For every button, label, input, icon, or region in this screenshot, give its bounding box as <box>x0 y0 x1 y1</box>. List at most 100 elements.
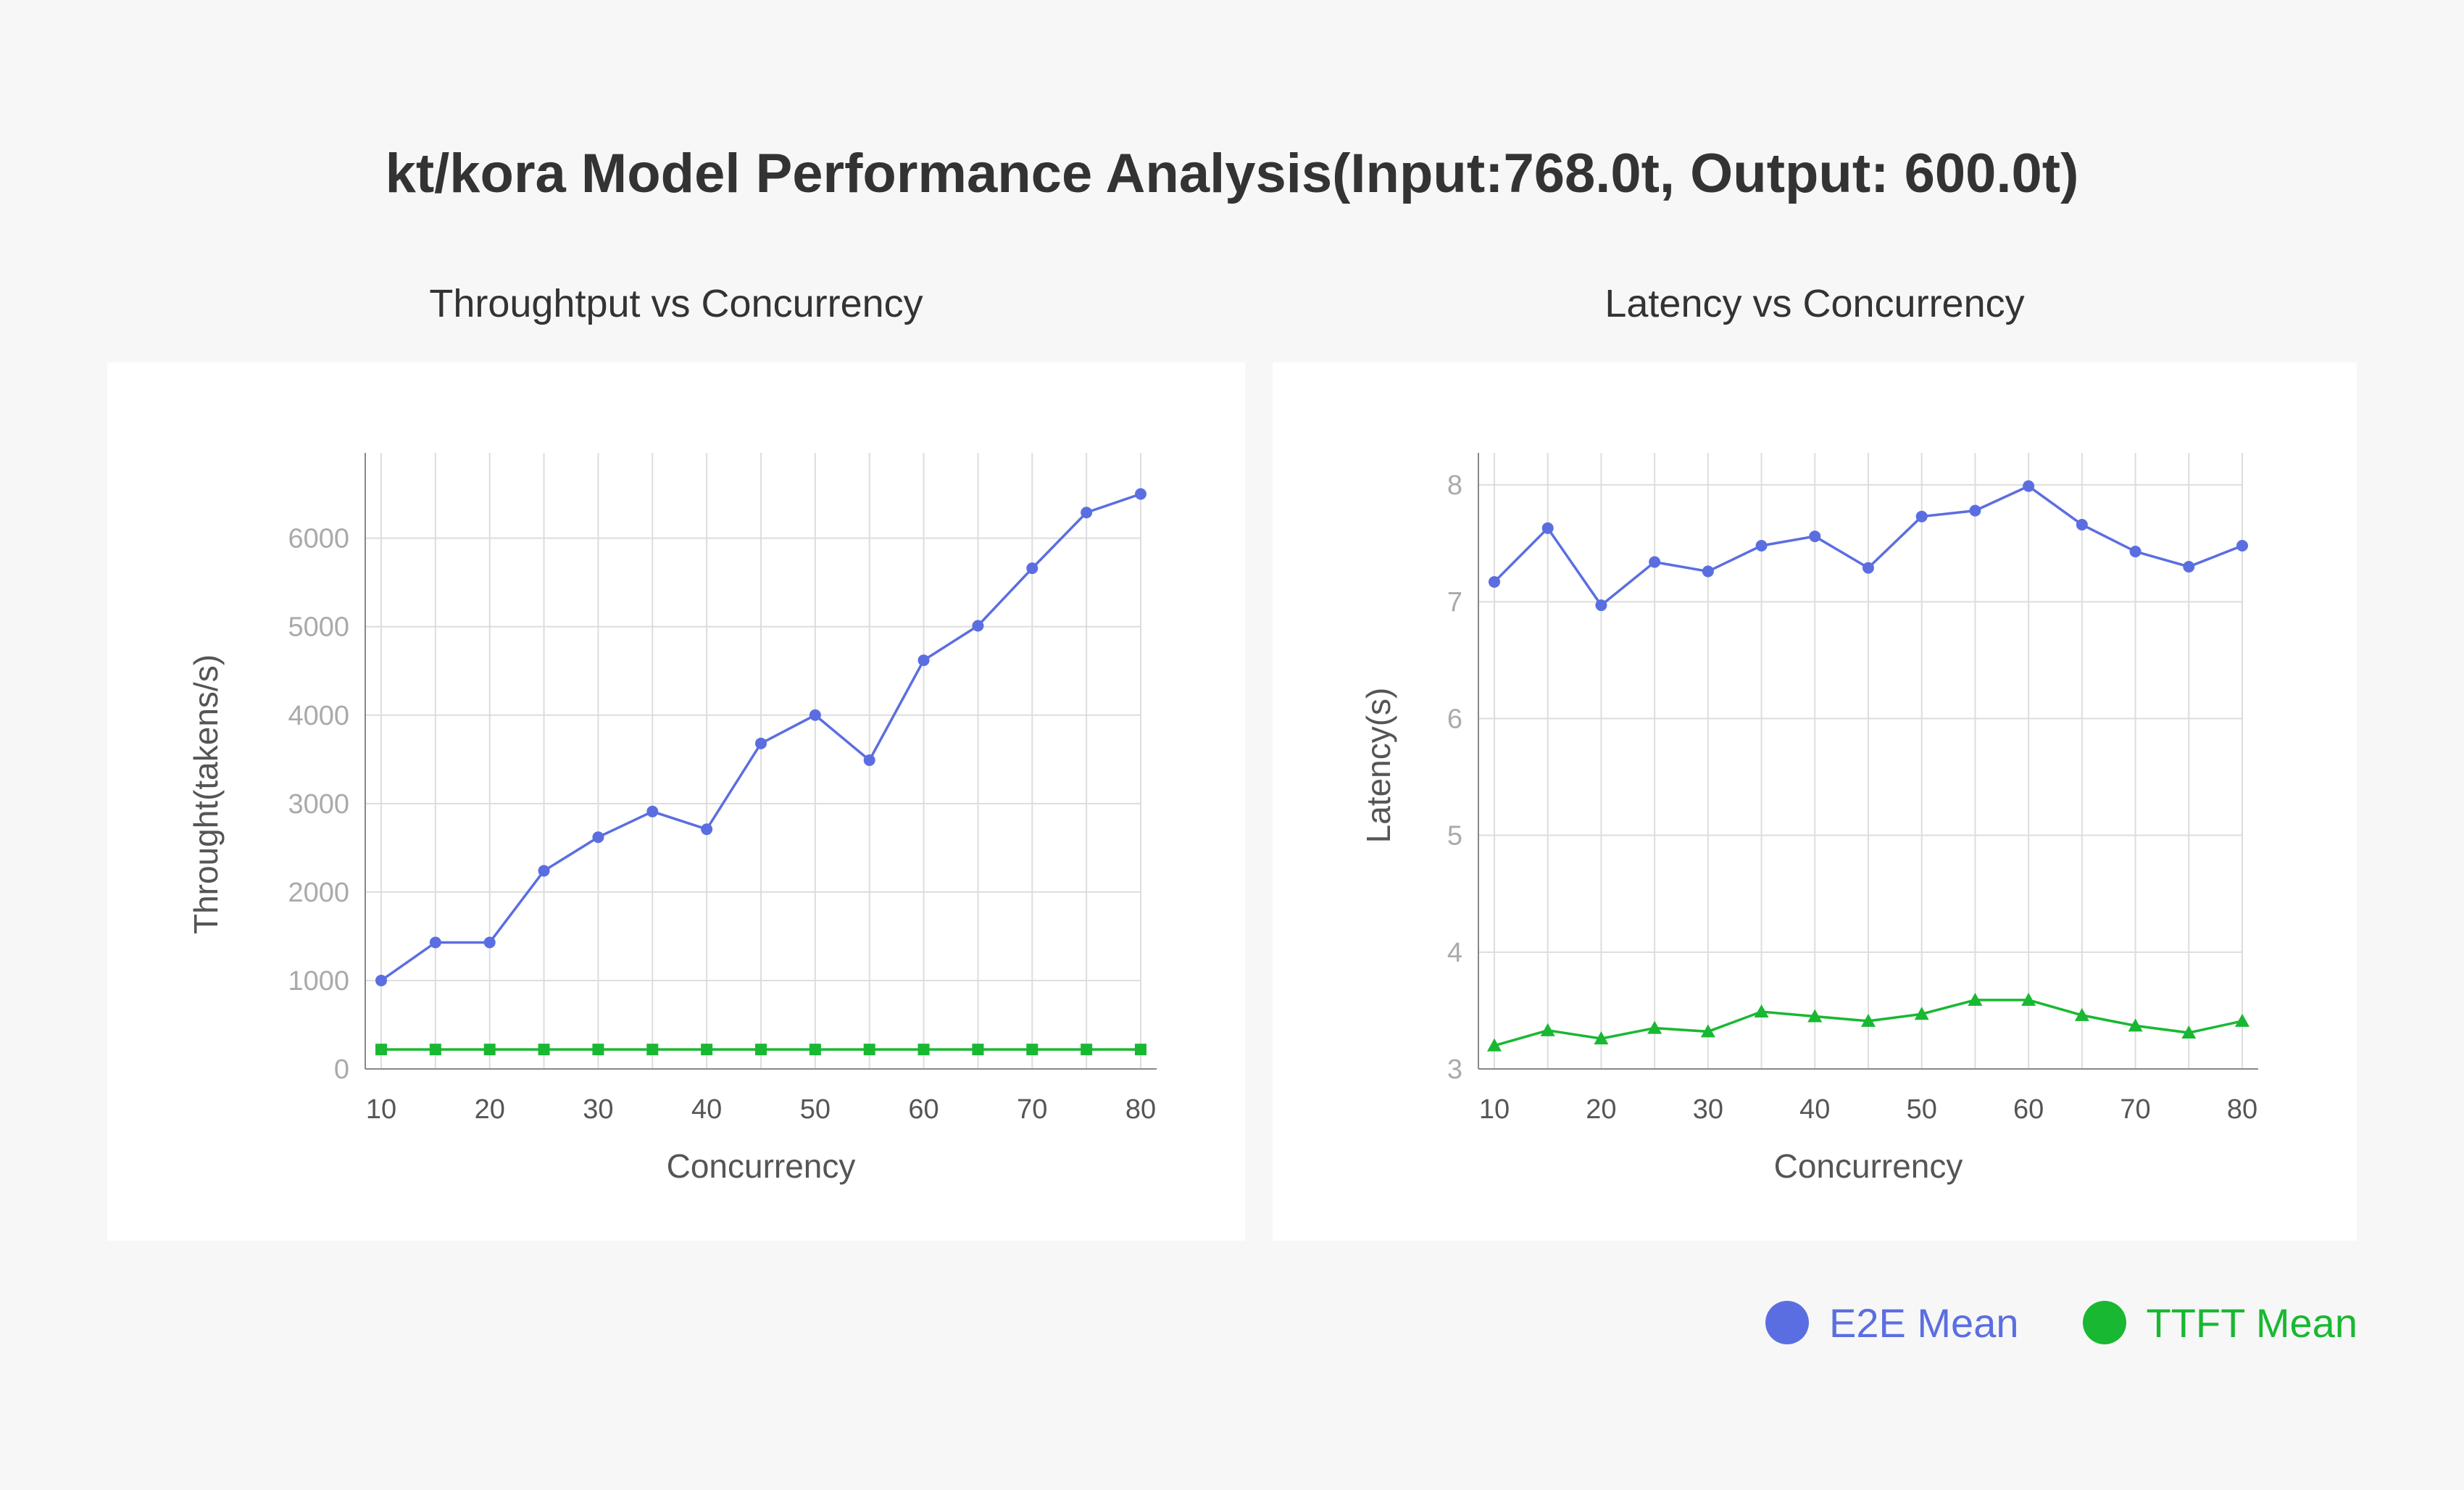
data-point <box>2236 539 2248 552</box>
data-point <box>1541 522 1554 534</box>
x-tick-label: 80 <box>2227 1094 2257 1125</box>
data-point <box>1489 575 1500 588</box>
data-point <box>2128 1018 2143 1032</box>
data-point <box>1081 1044 1093 1056</box>
data-point <box>701 1044 713 1056</box>
data-point <box>1594 1031 1609 1045</box>
data-point <box>755 1044 767 1056</box>
y-tick-label: 5 <box>1447 821 1462 852</box>
data-point <box>646 805 659 817</box>
x-tick-label: 60 <box>2013 1094 2044 1125</box>
data-point <box>1540 1023 1555 1036</box>
data-point <box>429 936 441 949</box>
data-point <box>809 1044 821 1056</box>
data-point <box>2129 546 2142 558</box>
x-axis-title: Concurrency <box>1774 1147 1963 1185</box>
data-point <box>1081 507 1093 519</box>
x-axis-title: Concurrency <box>667 1147 856 1185</box>
data-point <box>1026 562 1039 575</box>
data-point <box>1915 510 1928 523</box>
x-tick-label: 40 <box>691 1094 722 1125</box>
data-point <box>701 823 713 836</box>
y-tick-label: 5000 <box>288 612 349 643</box>
data-point <box>2074 1007 2089 1021</box>
legend: E2E Mean TTFT Mean <box>1765 1294 2357 1352</box>
x-tick-label: 20 <box>1586 1094 1616 1125</box>
y-tick-label: 6000 <box>288 524 349 554</box>
data-point <box>863 1044 875 1056</box>
y-tick-label: 2000 <box>288 878 349 908</box>
y-tick-label: 3000 <box>288 789 349 820</box>
data-point <box>972 1044 984 1056</box>
y-axis-title: Latency(s) <box>1360 688 1397 844</box>
data-point <box>2235 1013 2249 1027</box>
data-point <box>2181 1025 2197 1039</box>
x-tick-label: 60 <box>908 1094 938 1125</box>
data-point <box>592 831 604 844</box>
y-tick-label: 0 <box>334 1054 349 1085</box>
ttft-legend-dot-icon <box>2082 1301 2126 1344</box>
data-point <box>1968 992 1983 1006</box>
data-point <box>917 654 930 667</box>
data-point <box>538 865 550 877</box>
data-point <box>1135 488 1146 500</box>
y-axis-title: Throught(takens/s) <box>187 654 225 934</box>
throughput-chart-panel: 0 1000 2000 3000 4000 5000 6000 10 20 30 40 50 60 70 8… <box>107 362 1245 1241</box>
data-point <box>1969 504 1981 517</box>
legend-item-ttft[interactable]: TTFT Mean <box>2082 1299 2357 1347</box>
throughput-chart: 0 1000 2000 3000 4000 5000 6000 10 20 30 40 50 60 70 8… <box>187 453 1157 1185</box>
y-tick-label: 4 <box>1447 938 1462 968</box>
data-point <box>809 709 821 721</box>
x-tick-label: 70 <box>2120 1094 2150 1125</box>
data-point <box>375 974 387 986</box>
x-tick-label: 30 <box>1693 1094 1723 1125</box>
data-point <box>538 1044 550 1056</box>
y-tick-label: 3 <box>1447 1054 1462 1085</box>
latency-chart-panel: 3 4 5 6 7 8 10 20 30 40 50 60 70 80 Concurrency Latency… <box>1273 362 2357 1241</box>
data-point <box>755 737 767 749</box>
x-tick-label: 50 <box>800 1094 831 1125</box>
x-tick-label: 10 <box>1479 1094 1510 1125</box>
data-point <box>1026 1044 1039 1056</box>
data-point <box>1861 1013 1876 1027</box>
page-title: kt/kora Model Performance Analysis(Input… <box>385 143 2079 204</box>
data-point <box>1755 539 1768 552</box>
data-point <box>1647 1020 1662 1034</box>
data-point <box>1487 1038 1502 1052</box>
data-point <box>2021 992 2036 1006</box>
data-point <box>1754 1004 1769 1018</box>
y-tick-label: 8 <box>1447 470 1462 501</box>
data-point <box>1649 556 1661 568</box>
x-tick-label: 40 <box>1799 1094 1830 1125</box>
latency-chart-title: Latency vs Concurrency <box>1604 282 2025 325</box>
data-point <box>917 1044 930 1056</box>
data-point <box>1914 1007 1929 1020</box>
data-point <box>1807 1009 1823 1023</box>
data-point <box>375 1044 387 1056</box>
data-point <box>483 1044 496 1056</box>
legend-item-e2e[interactable]: E2E Mean <box>1765 1299 2019 1347</box>
x-tick-label: 70 <box>1017 1094 1047 1125</box>
y-tick-label: 7 <box>1447 587 1462 617</box>
throughput-chart-title: Throughtput vs Concurrency <box>429 282 923 325</box>
data-point <box>646 1044 659 1056</box>
data-point <box>429 1044 441 1056</box>
data-point <box>2076 518 2088 530</box>
data-point <box>1809 530 1821 543</box>
data-point <box>2183 560 2195 573</box>
x-tick-label: 10 <box>366 1094 396 1125</box>
y-tick-label: 6 <box>1447 704 1462 735</box>
legend-label-e2e: E2E Mean <box>1829 1299 2019 1346</box>
y-tick-label: 4000 <box>288 701 349 731</box>
data-point <box>863 754 875 767</box>
data-point <box>1700 1024 1715 1038</box>
data-point <box>1862 562 1874 574</box>
latency-chart: 3 4 5 6 7 8 10 20 30 40 50 60 70 80 Concurrency Latency… <box>1360 453 2258 1185</box>
data-point <box>1702 565 1714 578</box>
data-point <box>2023 480 2035 492</box>
data-point <box>972 620 984 632</box>
x-tick-label: 20 <box>475 1094 505 1125</box>
e2e-legend-dot-icon <box>1765 1301 1809 1344</box>
data-point <box>1595 599 1607 612</box>
legend-label-ttft: TTFT Mean <box>2146 1299 2357 1346</box>
